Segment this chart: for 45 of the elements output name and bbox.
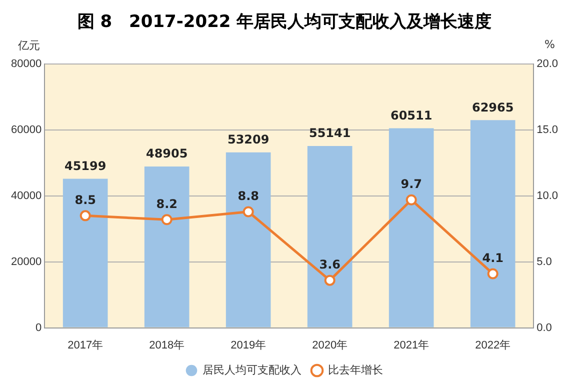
data-label: 45199 (64, 158, 106, 173)
point (161, 214, 172, 226)
legend-label: 比去年增长 (328, 364, 383, 377)
point (406, 194, 417, 206)
chart-title: 图 8 2017-2022 年居民人均可支配收入及增长速度 (76, 11, 493, 34)
data-label: 55141 (308, 126, 351, 140)
y-axis-title: 亿元 (18, 38, 40, 53)
y2-tick-label: 5.0 (536, 256, 552, 268)
data-label: 4.1 (482, 250, 504, 265)
point (80, 210, 91, 222)
y2-tick-label: 10.0 (536, 190, 558, 202)
y-tick-label: 60000 (10, 124, 42, 136)
data-label: 48905 (146, 146, 188, 161)
y2-tick-label: 20.0 (536, 58, 558, 70)
x-tick-label: 2020年 (312, 339, 348, 352)
bar (144, 166, 190, 328)
data-label: 53209 (227, 132, 270, 146)
y2-tick-label: 15.0 (536, 124, 558, 136)
x-tick-label: 2017年 (68, 339, 104, 352)
x-tick-label: 2018年 (149, 339, 185, 352)
x-tick-label: 2019年 (230, 339, 266, 352)
y-tick-label: 40000 (10, 190, 42, 202)
bar (470, 120, 516, 328)
data-label: 60511 (390, 108, 432, 122)
y2-tick-label: 0.0 (536, 322, 552, 334)
bar (62, 178, 108, 328)
data-label: 9.7 (400, 176, 422, 191)
x-tick-label: 2022年 (475, 339, 511, 352)
x-tick-label: 2021年 (394, 339, 430, 352)
y-tick-label: 80000 (10, 58, 42, 70)
point (324, 274, 336, 286)
point (242, 206, 254, 218)
bar (388, 128, 434, 328)
data-label: 8.2 (156, 196, 178, 211)
data-label: 3.6 (319, 257, 340, 272)
bar (226, 152, 271, 328)
data-label: 8.8 (238, 188, 259, 203)
data-label: 62965 (472, 100, 514, 114)
data-label: 8.5 (74, 192, 96, 207)
y-tick-label: 0 (35, 322, 42, 334)
y2-axis-title: % (544, 38, 555, 51)
y-tick-label: 20000 (10, 256, 42, 268)
bar (307, 146, 352, 328)
legend-label: 居民人均可支配收入 (202, 364, 302, 377)
point (487, 268, 498, 280)
